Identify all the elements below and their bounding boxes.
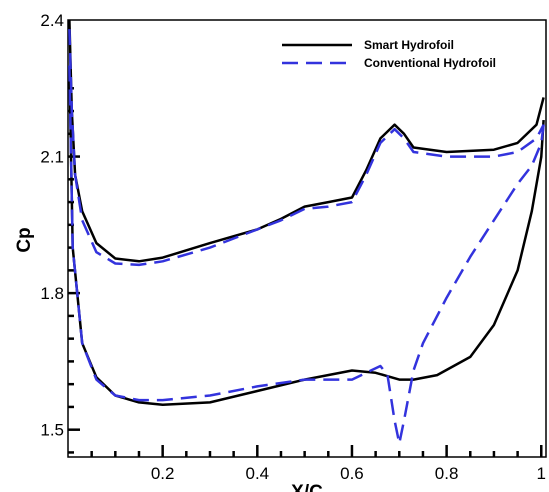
x-tick-label: 0.8 xyxy=(435,464,459,483)
smart-hydrofoil-upper-line xyxy=(68,19,545,263)
y-axis-ticks: 1.5 1.8 2.1 2.4 xyxy=(40,11,80,454)
y-tick-label: 2.1 xyxy=(40,148,64,167)
y-axis-title: Cp xyxy=(14,227,35,252)
x-axis-title: X/C xyxy=(291,482,323,492)
y-tick-label: 1.8 xyxy=(40,284,64,303)
x-tick-label: 0.4 xyxy=(245,464,269,483)
plot-frame xyxy=(67,19,547,458)
y-tick-label: 1.5 xyxy=(40,421,64,440)
x-axis-ticks: 0.2 0.4 0.6 0.8 1 xyxy=(90,445,546,483)
legend-label-smart: Smart Hydrofoil xyxy=(364,38,454,52)
legend-label-conventional: Conventional Hydrofoil xyxy=(364,56,496,70)
y-tick-label: 2.4 xyxy=(40,11,64,30)
series-layer xyxy=(68,19,545,445)
conventional-hydrofoil-upper-line xyxy=(68,29,545,267)
conventional-hydrofoil-lower-line xyxy=(68,65,545,445)
x-tick-label: 0.6 xyxy=(340,464,364,483)
legend: Smart Hydrofoil Conventional Hydrofoil xyxy=(282,38,496,70)
smart-hydrofoil-lower-line xyxy=(68,65,545,406)
x-tick-label: 1 xyxy=(537,464,546,483)
x-tick-label: 0.2 xyxy=(151,464,175,483)
